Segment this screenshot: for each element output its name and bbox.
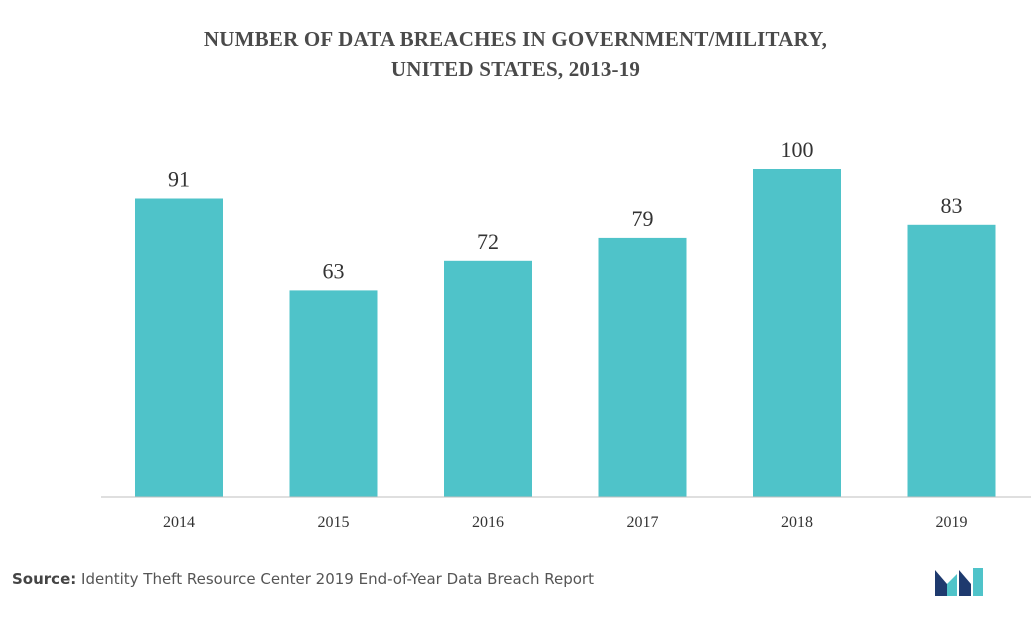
chart-title-line-2: UNITED STATES, 2013-19 [390, 57, 641, 81]
x-tick-label-2014: 2014 [163, 514, 195, 531]
data-label-2016: 72 [477, 229, 499, 254]
chart-title-line-1: NUMBER OF DATA BREACHES IN GOVERNMENT/MI… [203, 27, 828, 51]
source-text: Identity Theft Resource Center 2019 End-… [81, 570, 594, 588]
data-label-2014: 91 [168, 167, 190, 192]
chart-title: NUMBER OF DATA BREACHES IN GOVERNMENT/MI… [0, 24, 1031, 84]
x-tick-label-2018: 2018 [781, 514, 813, 531]
data-label-2017: 79 [632, 206, 654, 231]
bars-layer [135, 169, 996, 498]
bar-2016 [444, 260, 532, 497]
x-tick-label-2019: 2019 [936, 514, 968, 531]
labels-layer: 91 2014 63 2015 72 2016 79 2017 100 2018 83 2019 [163, 137, 968, 531]
data-label-2018: 100 [781, 137, 814, 162]
data-label-2015: 63 [323, 258, 345, 283]
bar-2014 [135, 198, 223, 497]
bar-2019 [907, 224, 996, 498]
x-tick-label-2016: 2016 [472, 514, 504, 531]
bar-2015 [289, 290, 378, 497]
bar-2018 [753, 169, 841, 497]
x-tick-label-2017: 2017 [627, 514, 659, 531]
bar-2017 [598, 237, 687, 497]
bar-chart: 91 2014 63 2015 72 2016 79 2017 100 2018 83 2019 [101, 137, 1031, 531]
source-note: Source: Identity Theft Resource Center 2… [12, 570, 594, 588]
data-label-2019: 83 [941, 193, 963, 218]
source-label: Source: [12, 570, 77, 588]
mordor-intelligence-logo-icon [935, 568, 983, 596]
x-tick-label-2015: 2015 [318, 514, 350, 531]
